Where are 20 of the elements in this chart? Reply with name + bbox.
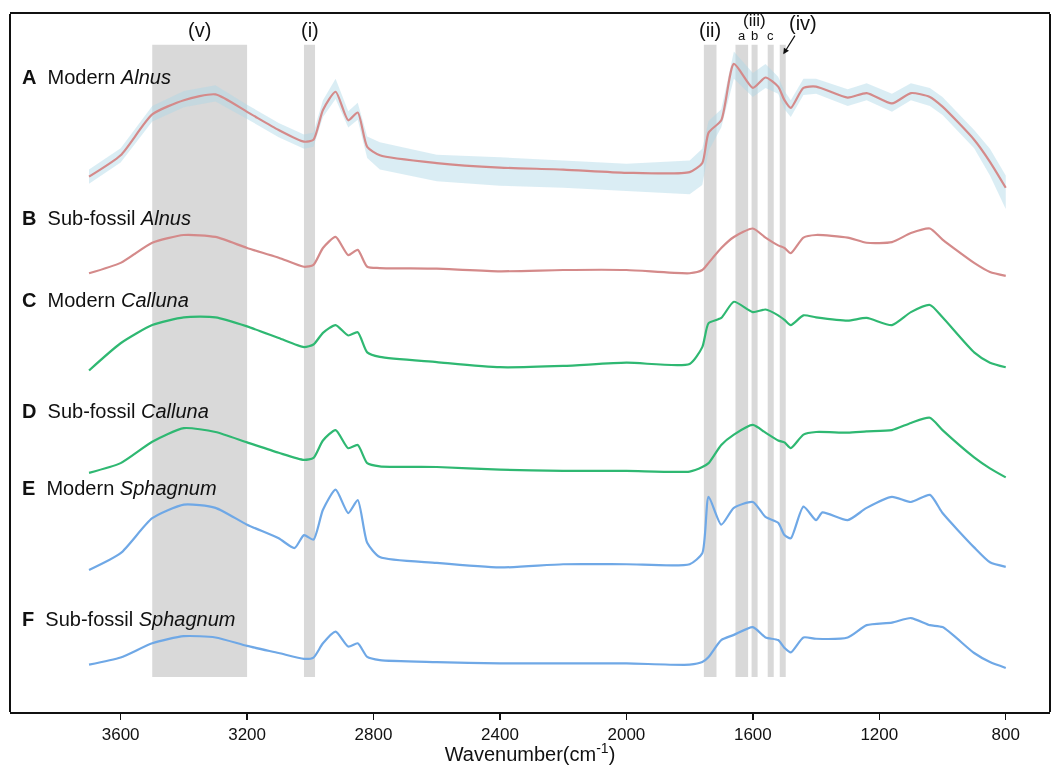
band-label: a: [738, 28, 746, 43]
series-label: B Sub-fossil Alnus: [22, 207, 191, 229]
band-label: (v): [188, 19, 212, 41]
x-tick-label: 1600: [733, 725, 772, 745]
series-label: F Sub-fossil Sphagnum: [22, 608, 236, 630]
series-label: E Modern Sphagnum: [22, 477, 217, 499]
band-label: (iv): [789, 12, 817, 34]
x-tick-label: 3200: [228, 725, 266, 745]
series-label: A Modern Alnus: [22, 66, 171, 88]
text: (iii): [743, 11, 766, 30]
x-tick-label: 2800: [354, 725, 393, 745]
x-tick-label: 800: [991, 725, 1020, 745]
series-label: C Modern Calluna: [22, 289, 189, 311]
band-label: b: [751, 28, 759, 43]
x-tick-label: 3600: [101, 725, 140, 745]
band-label: (ii): [699, 19, 722, 41]
band-label: (i): [301, 19, 319, 41]
band-label: c: [767, 28, 774, 43]
series-label: D Sub-fossil Calluna: [22, 400, 209, 422]
x-tick-label: 1200: [860, 725, 899, 745]
